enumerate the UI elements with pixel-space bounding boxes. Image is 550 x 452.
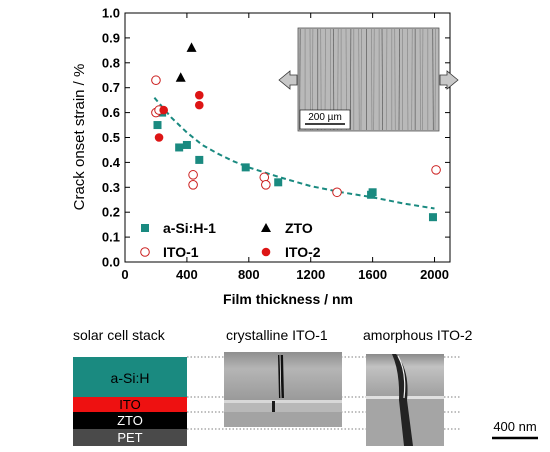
inset-crack-line <box>360 28 362 131</box>
x-tick-label: 800 <box>238 267 260 282</box>
inset-crack-line <box>385 28 388 131</box>
right-arrow-icon <box>439 70 459 90</box>
y-tick-label: 0.2 <box>102 205 120 220</box>
inset-crack-line <box>411 28 413 131</box>
label-crystalline-ito-1: crystalline ITO-1 <box>226 327 328 343</box>
point-ito-1 <box>261 180 271 190</box>
legend: a-Si:H-1 ZTO ITO-1 ITO-2 <box>140 220 321 260</box>
y-tick-label: 0.6 <box>102 105 120 120</box>
x-axis-label: Film thickness / nm <box>223 291 353 307</box>
sem-image-amorphous <box>366 354 444 446</box>
point-a-si-h-1 <box>274 178 283 187</box>
y-tick-label: 1.0 <box>102 6 120 21</box>
legend-marker-ito-2 <box>261 247 271 257</box>
point-zto <box>186 42 197 52</box>
legend-marker-zto <box>261 223 271 232</box>
x-tick-label: 0 <box>121 267 128 282</box>
inset-crack-line <box>394 28 396 131</box>
layer-pet-label: PET <box>117 430 142 445</box>
point-a-si-h-1 <box>241 163 250 172</box>
bottom-scale-label: 400 nm <box>493 419 536 434</box>
layer-ito-label: ITO <box>119 397 140 412</box>
layer-pet <box>73 429 187 446</box>
inset-micrograph: 200 µm <box>278 27 459 132</box>
inset-crack-line <box>407 28 409 131</box>
y-tick-label: 0.9 <box>102 30 120 45</box>
layer-zto <box>73 412 187 429</box>
x-tick-label: 1600 <box>358 267 387 282</box>
point-a-si-h-1 <box>182 140 191 149</box>
legend-label-a-si-h-1: a-Si:H-1 <box>163 220 216 236</box>
y-axis-label: Crack onset strain / % <box>71 64 88 211</box>
inset-crack-line <box>373 28 375 131</box>
y-tick-label: 0.8 <box>102 55 120 70</box>
point-a-si-h-1 <box>175 143 184 152</box>
inset-crack-line <box>398 28 400 131</box>
point-ito-1 <box>188 180 198 190</box>
crack-onset-strain-chart: 0.0 0.1 0.2 0.3 0.4 0.5 0.6 0.7 0.8 0.9 1.0 0 400 80… <box>71 6 459 307</box>
layer-zto-label: ZTO <box>117 413 143 428</box>
point-a-si-h-1 <box>195 155 204 164</box>
cross-section-panel: solar cell stack crystalline ITO-1 amorp… <box>73 327 538 446</box>
left-arrow-icon <box>278 70 298 90</box>
inset-crack-line <box>349 28 352 131</box>
point-ito-1 <box>151 75 161 86</box>
y-tick-label: 0.5 <box>102 130 120 145</box>
legend-marker-a-si-h-1 <box>141 224 149 232</box>
legend-label-ito-1: ITO-1 <box>163 244 199 260</box>
layer-stack: a-Si:H ITO ZTO PET <box>73 357 187 446</box>
x-tick-label: 1200 <box>296 267 325 282</box>
x-tick-label: 2000 <box>420 267 449 282</box>
inset-crack-line <box>434 28 436 131</box>
inset-crack-line <box>419 28 421 131</box>
guide-lines <box>187 356 460 430</box>
point-ito-1 <box>431 165 441 175</box>
x-tick-labels: 0 400 800 1200 1600 2000 <box>121 267 449 282</box>
point-a-si-h-1 <box>428 213 437 222</box>
point-ito-2 <box>194 100 204 110</box>
point-a-si-h-1 <box>368 188 377 197</box>
point-zto <box>175 72 186 82</box>
layer-ito <box>73 397 187 412</box>
point-ito-1 <box>188 170 198 180</box>
inset-crack-line <box>370 28 373 131</box>
legend-label-ito-2: ITO-2 <box>285 244 321 260</box>
legend-marker-ito-1 <box>140 247 150 257</box>
point-ito-2 <box>194 90 204 100</box>
y-tick-label: 0.4 <box>102 155 121 170</box>
inset-crack-line <box>358 28 360 131</box>
point-ito-2 <box>159 105 168 115</box>
inset-crack-line <box>421 28 424 131</box>
axis-ticks <box>124 12 450 263</box>
inset-crack-line <box>432 28 434 131</box>
sem-image-crystalline <box>224 352 342 427</box>
point-ito-1 <box>332 187 342 198</box>
data-points <box>151 42 441 222</box>
point-a-si-h-1 <box>153 121 162 130</box>
label-solar-cell-stack: solar cell stack <box>73 327 166 343</box>
inset-crack-line <box>381 28 383 131</box>
label-amorphous-ito-2: amorphous ITO-2 <box>363 327 473 343</box>
inset-scale-label: 200 µm <box>308 112 342 123</box>
y-tick-label: 0.1 <box>102 230 120 245</box>
y-tick-label: 0.7 <box>102 80 120 95</box>
legend-label-zto: ZTO <box>285 220 313 236</box>
layer-a-si-h-label: a-Si:H <box>111 370 150 386</box>
layer-a-si-h <box>73 357 187 397</box>
y-tick-label: 0.0 <box>102 255 120 270</box>
x-tick-label: 400 <box>176 267 198 282</box>
point-ito-2 <box>154 133 164 142</box>
y-tick-labels: 0.0 0.1 0.2 0.3 0.4 0.5 0.6 0.7 0.8 0.9 1.0 <box>102 6 121 270</box>
y-tick-label: 0.3 <box>102 180 120 195</box>
